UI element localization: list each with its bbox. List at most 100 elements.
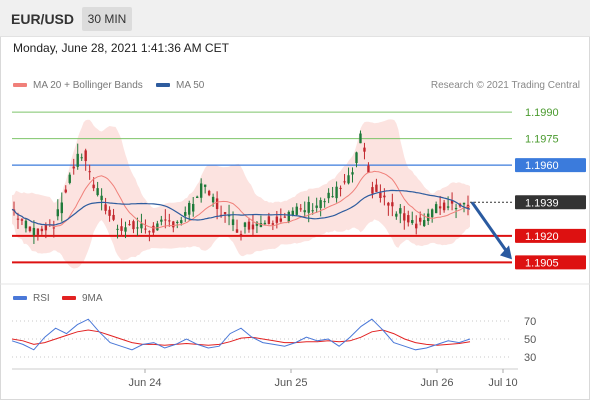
candle-body bbox=[375, 184, 378, 192]
candle-body bbox=[331, 196, 334, 198]
candle-body bbox=[411, 220, 414, 224]
level-tag-bg bbox=[515, 228, 586, 243]
candle-body bbox=[279, 218, 283, 222]
candle-body bbox=[144, 228, 147, 230]
candle-body bbox=[462, 202, 466, 205]
candle-body bbox=[68, 174, 71, 183]
legend-ma50: MA 50 bbox=[156, 80, 204, 91]
candle-body bbox=[32, 227, 36, 235]
candle-body bbox=[140, 223, 143, 229]
candle-body bbox=[363, 147, 366, 152]
instrument-title: EUR/USD bbox=[11, 11, 75, 27]
ma50-line bbox=[11, 189, 471, 226]
candle-body bbox=[16, 218, 20, 220]
legend-rsi-ma: 9MA bbox=[62, 293, 103, 304]
ma20-label: MA 20 + Bollinger Bands bbox=[33, 80, 143, 91]
candle-body bbox=[239, 233, 243, 235]
candle-body bbox=[28, 226, 32, 232]
candle-body bbox=[311, 210, 314, 212]
credit-text: Research © 2021 Trading Central bbox=[430, 80, 580, 91]
level-tag-label: 1.1920 bbox=[525, 231, 559, 243]
candle-body bbox=[367, 165, 370, 173]
legend-ma20: MA 20 + Bollinger Bands bbox=[13, 80, 143, 91]
level-tag-bg bbox=[515, 158, 586, 173]
timestamp: Monday, June 28, 2021 1:41:36 AM CET bbox=[13, 41, 229, 55]
candle-body bbox=[124, 227, 127, 232]
candle-body bbox=[116, 228, 119, 230]
timeframe-button[interactable]: 30 MIN bbox=[82, 7, 132, 31]
candle-body bbox=[295, 206, 298, 215]
candle-body bbox=[423, 220, 426, 227]
candle-body bbox=[160, 219, 163, 222]
x-tick-label: Jun 26 bbox=[420, 377, 453, 389]
candle-body bbox=[267, 216, 271, 224]
candle-body bbox=[275, 216, 279, 223]
ma20-line bbox=[11, 170, 471, 229]
candle-body bbox=[283, 216, 287, 218]
candle-body bbox=[44, 224, 48, 231]
candle-body bbox=[56, 209, 59, 217]
candle-body bbox=[104, 204, 107, 211]
candle-body bbox=[287, 211, 290, 222]
candle-body bbox=[199, 183, 203, 198]
candle-body bbox=[442, 202, 446, 211]
candle-body bbox=[446, 206, 450, 208]
toolbar: EUR/USD 30 MIN bbox=[0, 0, 590, 37]
candle-body bbox=[415, 223, 418, 229]
candle-body bbox=[347, 175, 350, 184]
candle-body bbox=[438, 206, 442, 209]
rsi-tick-label: 50 bbox=[524, 334, 536, 346]
candle-body bbox=[243, 222, 247, 227]
candle-body bbox=[80, 157, 83, 159]
candle-body bbox=[263, 222, 267, 225]
forecast-arrow-head bbox=[500, 245, 512, 260]
candle-body bbox=[40, 228, 44, 232]
candle-body bbox=[84, 150, 87, 162]
candle-body bbox=[192, 203, 195, 212]
candle-body bbox=[184, 212, 187, 216]
candle-body bbox=[64, 189, 67, 193]
candle-body bbox=[291, 210, 294, 216]
level-tag-label: 1.1975 bbox=[525, 134, 559, 146]
candle-body bbox=[231, 219, 235, 226]
rsi-ma-label: 9MA bbox=[82, 293, 103, 304]
candle-body bbox=[303, 210, 306, 213]
candle-body bbox=[383, 195, 386, 198]
rsi-ma-swatch bbox=[62, 296, 76, 301]
candle-body bbox=[156, 223, 159, 231]
rsi-ma-line bbox=[11, 329, 471, 346]
candle-body bbox=[207, 190, 211, 196]
candle-body bbox=[88, 171, 91, 173]
candle-body bbox=[430, 209, 434, 218]
level-tag-label: 1.1990 bbox=[525, 107, 559, 119]
candle-body bbox=[434, 204, 438, 214]
rsi-swatch bbox=[13, 296, 27, 301]
candle-body bbox=[152, 225, 155, 233]
rsi-label: RSI bbox=[33, 293, 50, 304]
candle-body bbox=[379, 192, 382, 199]
ma50-label: MA 50 bbox=[176, 80, 205, 91]
candle-body bbox=[407, 215, 410, 223]
rsi-line bbox=[11, 318, 471, 351]
candle-body bbox=[255, 222, 259, 226]
candle-body bbox=[176, 221, 179, 223]
candle-body bbox=[215, 198, 219, 210]
candle-body bbox=[319, 200, 322, 209]
candle-body bbox=[391, 202, 394, 207]
candle-body bbox=[96, 188, 99, 196]
candle-body bbox=[327, 192, 330, 199]
candle-body bbox=[359, 133, 362, 144]
candle-body bbox=[24, 220, 28, 229]
candle-body bbox=[395, 213, 398, 217]
candle-body bbox=[72, 166, 75, 169]
candle-body bbox=[323, 201, 326, 203]
candle-body bbox=[92, 184, 95, 189]
level-tag-label: 1.1960 bbox=[525, 160, 559, 172]
level-tag-bg bbox=[515, 255, 586, 270]
candle-body bbox=[271, 223, 275, 225]
candle-body bbox=[247, 221, 251, 230]
candle-body bbox=[315, 205, 318, 208]
candle-body bbox=[132, 221, 135, 230]
candle-body bbox=[164, 219, 167, 221]
